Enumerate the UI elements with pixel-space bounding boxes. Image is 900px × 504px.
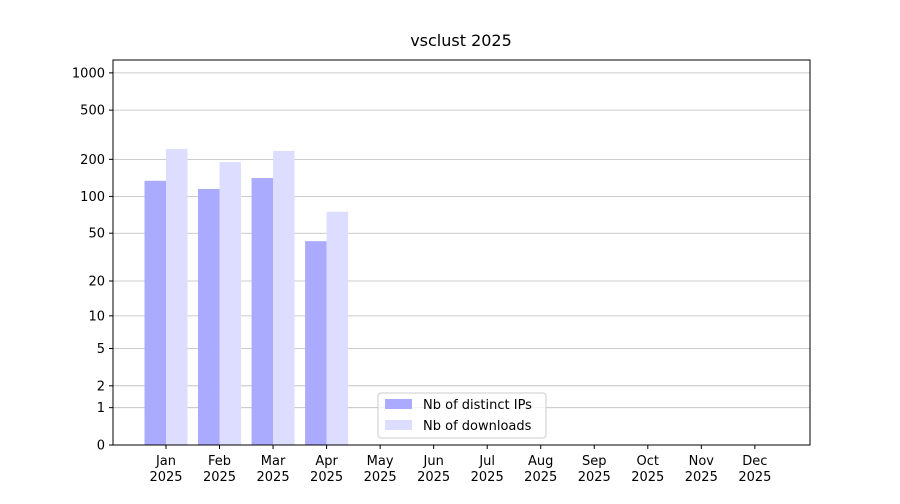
y-tick-label: 0	[97, 439, 105, 454]
legend-swatch	[385, 399, 412, 409]
x-tick-label: Aug 2025	[524, 454, 557, 485]
bar	[165, 148, 188, 445]
y-tick-label: 1	[97, 401, 105, 416]
x-tick-label: Mar 2025	[257, 454, 290, 485]
x-tick-label: Dec 2025	[738, 454, 771, 485]
y-tick-label: 20	[88, 275, 105, 290]
y-tick-label: 10	[88, 309, 105, 324]
legend-label: Nb of downloads	[423, 419, 532, 434]
bar	[326, 211, 349, 445]
y-tick-label: 200	[80, 153, 105, 168]
x-tick-label: May 2025	[364, 454, 397, 485]
y-tick-label: 2	[97, 379, 105, 394]
x-tick-label: Jun 2025	[417, 454, 450, 485]
x-tick-label: Apr 2025	[310, 454, 343, 485]
plot-frame	[112, 59, 811, 446]
x-tick-label: Jul 2025	[471, 454, 504, 485]
x-tick-label: Nov 2025	[685, 454, 718, 485]
x-tick-label: Sep 2025	[578, 454, 611, 485]
bar	[305, 241, 327, 445]
x-tick-label: Feb 2025	[203, 454, 236, 485]
y-tick-label: 50	[88, 227, 105, 242]
y-tick-label: 500	[80, 104, 105, 119]
bar	[144, 180, 166, 445]
legend-swatch	[385, 420, 412, 430]
y-tick-label: 5	[97, 342, 105, 357]
bar	[219, 162, 242, 446]
bar	[251, 178, 274, 446]
chart-title: vsclust 2025	[410, 31, 512, 50]
x-tick-label: Oct 2025	[631, 454, 664, 485]
legend-box	[377, 392, 547, 439]
legend-label: Nb of distinct IPs	[423, 398, 532, 413]
y-tick-label: 100	[80, 190, 105, 205]
x-tick-label: Jan 2025	[149, 454, 182, 485]
y-tick-label: 1000	[72, 66, 105, 81]
bar	[198, 188, 220, 445]
bar	[273, 150, 295, 445]
